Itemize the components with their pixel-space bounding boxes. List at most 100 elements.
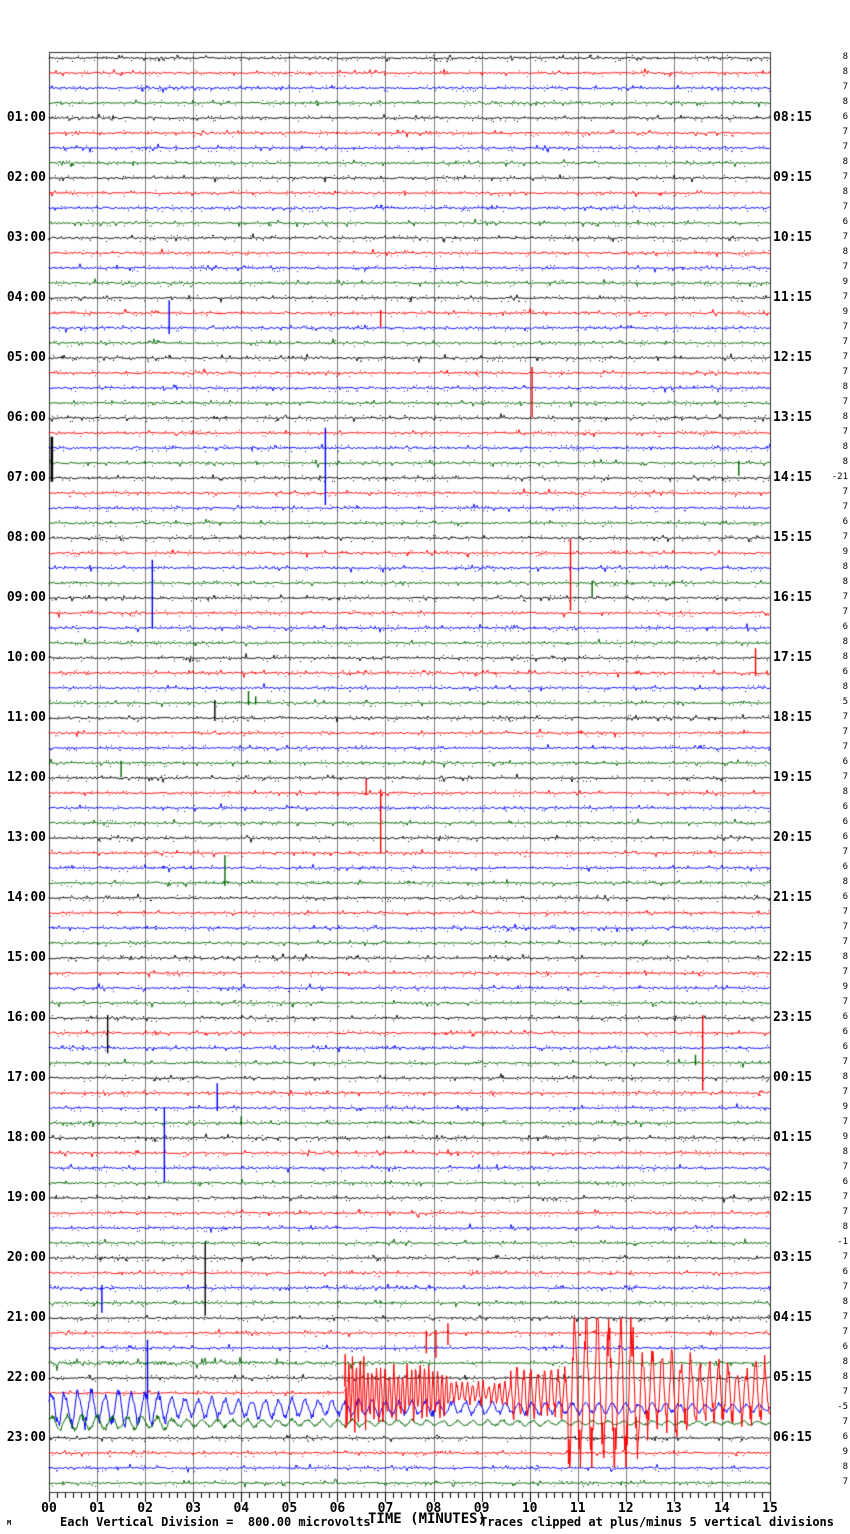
dc-value: -5 [837, 1402, 848, 1412]
dc-value: 7 [842, 292, 848, 302]
dc-value: 8 [842, 1357, 848, 1367]
dc-value: 7 [842, 82, 848, 92]
dc-value: 7 [842, 922, 848, 932]
dc-value: 6 [842, 622, 848, 632]
x-tick-label: 14 [714, 1501, 730, 1516]
dc-value: 7 [842, 1207, 848, 1217]
dc-value: 8 [842, 1297, 848, 1307]
dc-value: 7 [842, 937, 848, 947]
hour-label-right: 05:15 [773, 1370, 813, 1385]
dc-value: 7 [842, 1477, 848, 1487]
hour-label-right: 19:15 [773, 770, 813, 785]
dc-value: 7 [842, 142, 848, 152]
dc-value: 8 [842, 382, 848, 392]
hour-label-left: 03:00 [6, 230, 46, 245]
dc-value: 6 [842, 1012, 848, 1022]
hour-label-right: 08:15 [773, 110, 813, 125]
hour-label-left: 12:00 [6, 770, 46, 785]
dc-value: 7 [842, 967, 848, 977]
dc-value: 6 [842, 757, 848, 767]
x-tick-label: 02 [137, 1501, 153, 1516]
dc-value: 7 [842, 1117, 848, 1127]
hour-label-right: 14:15 [773, 470, 813, 485]
dc-value: 8 [842, 682, 848, 692]
dc-value: 6 [842, 217, 848, 227]
hour-label-right: 10:15 [773, 230, 813, 245]
dc-value: 6 [842, 802, 848, 812]
dc-value: 7 [842, 997, 848, 1007]
dc-value: 7 [842, 487, 848, 497]
dc-value: 8 [842, 1072, 848, 1082]
dc-value: 6 [842, 1042, 848, 1052]
dc-value: 7 [842, 502, 848, 512]
hour-label-right: 02:15 [773, 1190, 813, 1205]
dc-value: -1 [837, 1237, 848, 1247]
hour-label-left: 13:00 [6, 830, 46, 845]
hour-label-right: 04:15 [773, 1310, 813, 1325]
hour-label-right: 01:15 [773, 1130, 813, 1145]
dc-value: 8 [842, 52, 848, 62]
dc-value: 6 [842, 667, 848, 677]
clip-caption: Traces clipped at plus/minus 5 vertical … [480, 1515, 835, 1529]
dc-value: 7 [842, 427, 848, 437]
dc-value: 8 [842, 1222, 848, 1232]
x-tick-label: 04 [233, 1501, 250, 1516]
hour-label-right: 17:15 [773, 650, 813, 665]
hour-label-left: 06:00 [6, 410, 46, 425]
x-tick-label: 00 [41, 1501, 57, 1516]
dc-value: 8 [842, 247, 848, 257]
x-tick-label: 01 [89, 1501, 105, 1516]
hour-label-right: 06:15 [773, 1430, 813, 1445]
x-tick-label: 06 [329, 1501, 346, 1516]
hour-label-left: 20:00 [6, 1250, 46, 1265]
hour-label-left: 10:00 [6, 650, 46, 665]
hour-label-right: 03:15 [773, 1250, 813, 1265]
hour-label-right: 18:15 [773, 710, 813, 725]
hour-label-right: 16:15 [773, 590, 813, 605]
dc-value: 8 [842, 637, 848, 647]
dc-value: 7 [842, 772, 848, 782]
dc-value: 7 [842, 202, 848, 212]
hour-label-left: 22:00 [6, 1370, 46, 1385]
dc-value: 7 [842, 847, 848, 857]
dc-value: 7 [842, 172, 848, 182]
dc-value: 5 [842, 697, 848, 707]
dc-value: 9 [842, 1132, 848, 1142]
dc-value: 7 [842, 232, 848, 242]
dc-value: 7 [842, 1162, 848, 1172]
x-axis-title: TIME (MINUTES) [368, 1511, 487, 1527]
hour-label-right: 15:15 [773, 530, 813, 545]
dc-value: 8 [842, 67, 848, 77]
dc-value: 7 [842, 712, 848, 722]
dc-value: 7 [842, 352, 848, 362]
dc-value: 7 [842, 262, 848, 272]
hour-label-right: 21:15 [773, 890, 813, 905]
hour-label-right: 23:15 [773, 1010, 813, 1025]
x-tick-label: 07 [377, 1501, 394, 1516]
dc-value: 8 [842, 787, 848, 797]
dc-value: 8 [842, 1372, 848, 1382]
dc-value: 7 [842, 1327, 848, 1337]
dc-value: 8 [842, 562, 848, 572]
dc-value: 6 [842, 1342, 848, 1352]
dc-value: 6 [842, 112, 848, 122]
dc-value: 8 [842, 97, 848, 107]
dc-value: 8 [842, 1462, 848, 1472]
hour-label-left: 17:00 [6, 1070, 46, 1085]
dc-value: 6 [842, 1432, 848, 1442]
dc-value: 7 [842, 907, 848, 917]
hour-label-right: 12:15 [773, 350, 813, 365]
x-tick-label: 05 [281, 1501, 298, 1516]
dc-value: 6 [842, 1177, 848, 1187]
hour-label-right: 00:15 [773, 1070, 813, 1085]
hour-label-left: 04:00 [6, 290, 46, 305]
dc-value: 9 [842, 547, 848, 557]
dc-value: 7 [842, 727, 848, 737]
dc-value: 8 [842, 877, 848, 887]
dc-value: 7 [842, 397, 848, 407]
dc-value: 9 [842, 307, 848, 317]
dc-value: -21 [831, 472, 848, 482]
dc-value: 6 [842, 517, 848, 527]
